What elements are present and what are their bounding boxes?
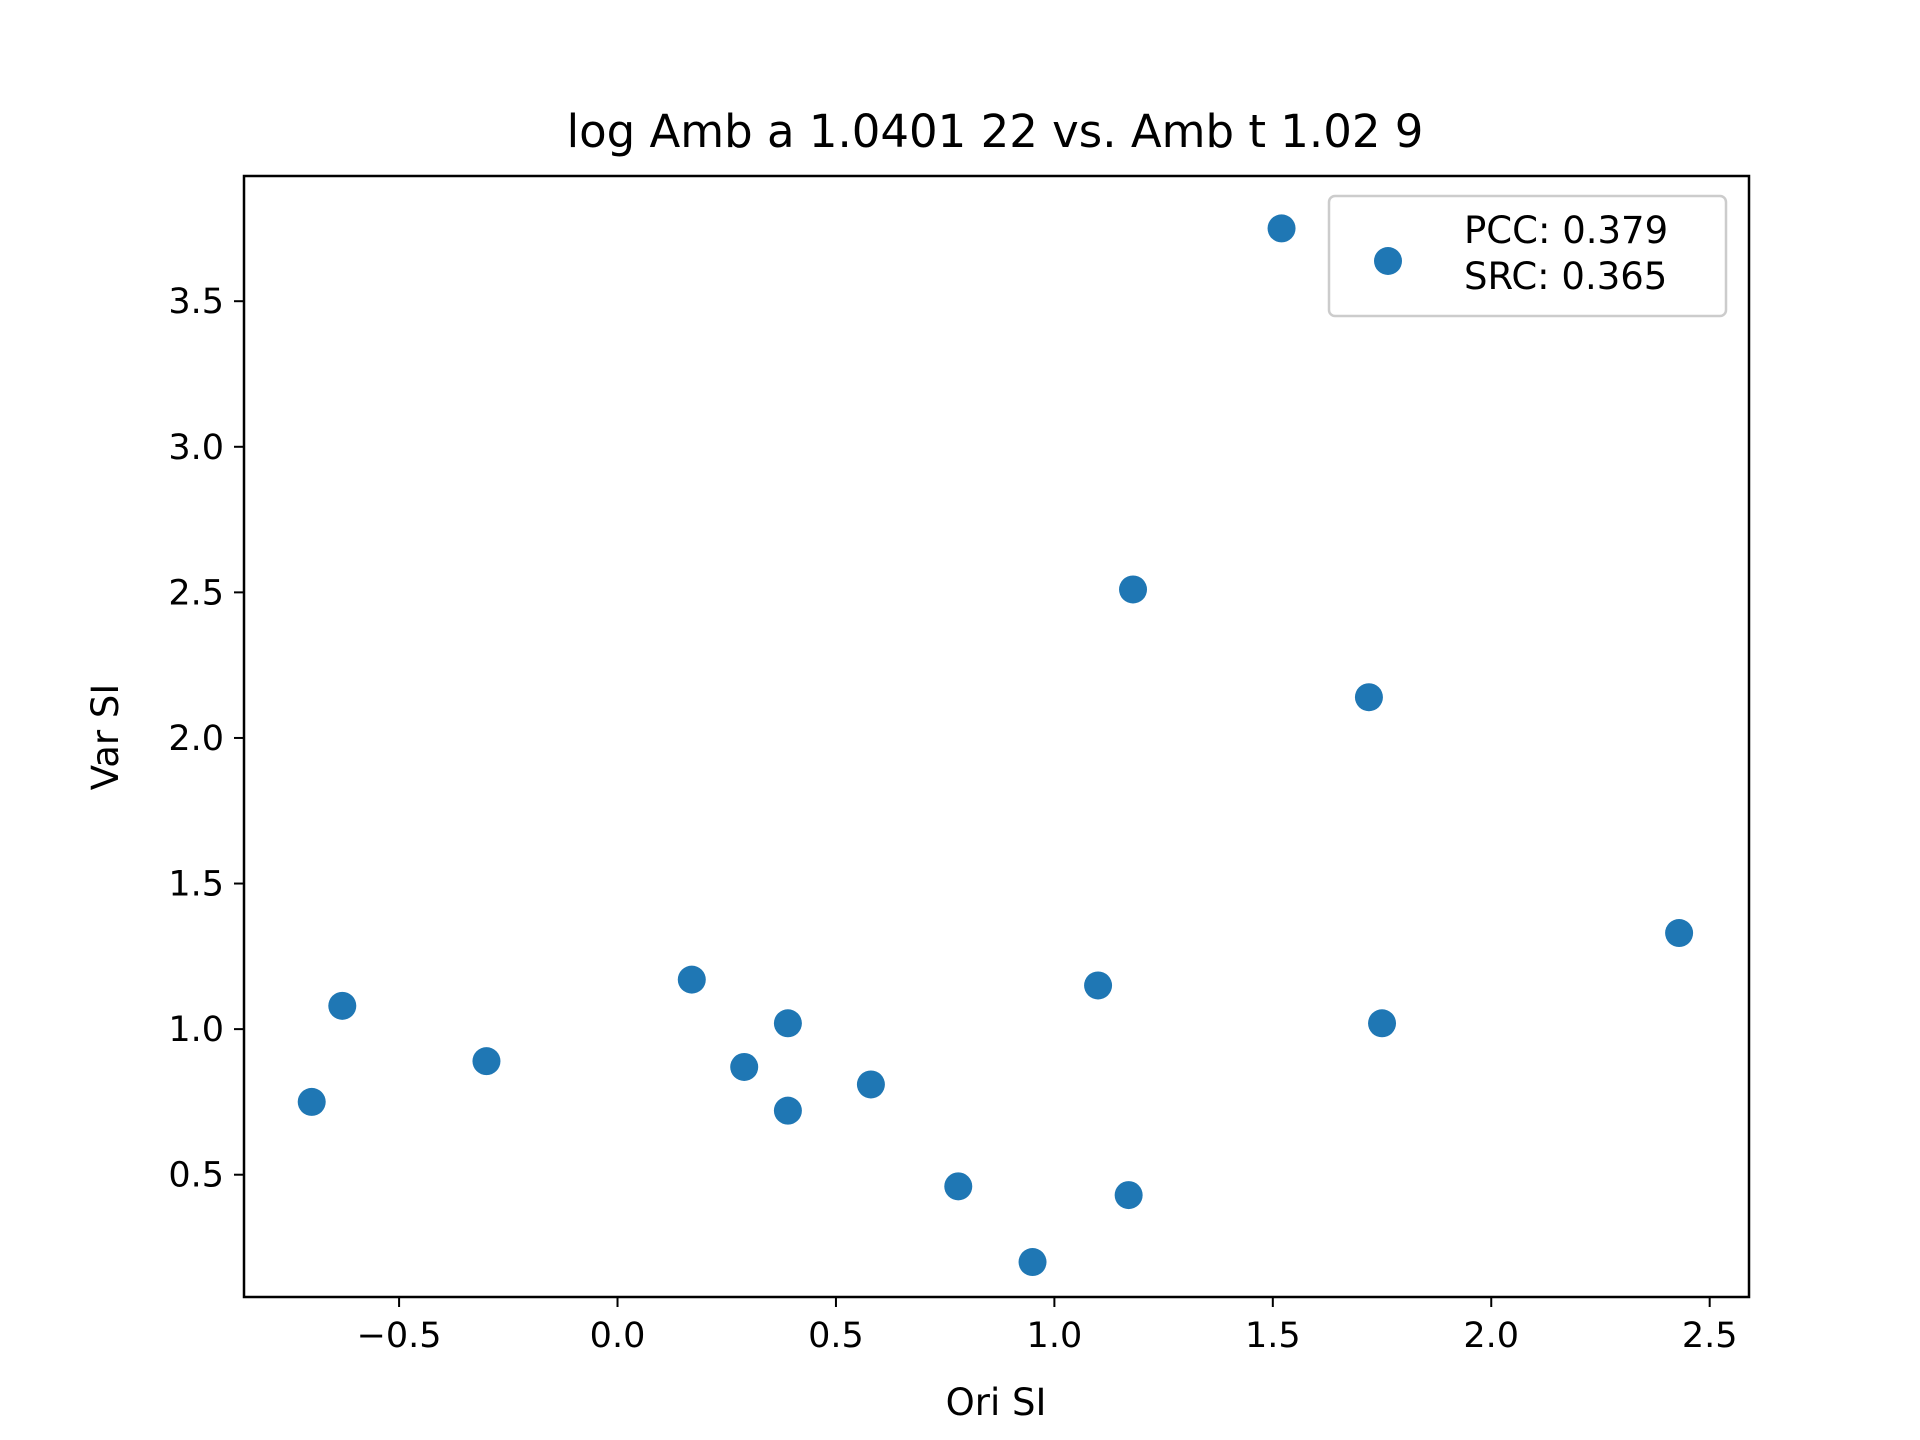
y-tick-label: 1.5 [168,865,224,905]
x-tick-label: 2.5 [1682,1316,1738,1356]
scatter-point [1368,1009,1397,1038]
y-tick-label: 2.0 [168,719,224,759]
x-tick-label: 2.0 [1463,1316,1519,1356]
scatter-point [328,991,357,1020]
x-tick-label: 0.5 [808,1316,864,1356]
y-tick-label: 1.0 [168,1010,224,1050]
axis-ticks: −0.5 0.0 0.5 1.0 1.5 2.0 2.5 0.5 1.0 1.5 2.0 2.5 3.0… [168,282,1737,1356]
x-tick-label: −0.5 [357,1316,442,1356]
legend-label-src: SRC: 0.365 [1464,255,1667,298]
scatter-point [1354,683,1383,712]
scatter-point [1084,971,1113,1000]
scatter-point [472,1047,501,1076]
scatter-point [297,1087,326,1116]
scatter-point [944,1172,973,1201]
scatter-point [1114,1181,1143,1210]
scatter-point [773,1009,802,1038]
scatter-point [1119,575,1148,604]
scatter-point [856,1070,885,1099]
y-tick-label: 2.5 [168,573,224,613]
scatter-point [1018,1248,1047,1277]
legend-marker [1374,247,1402,275]
scatter-point [773,1096,802,1125]
y-tick-label: 3.5 [168,282,224,322]
scatter-point [1267,214,1296,243]
legend: PCC: 0.379 SRC: 0.365 [1327,194,1728,318]
scatter-point [1665,919,1694,948]
scatter-point [677,965,706,994]
legend-label-pcc: PCC: 0.379 [1464,209,1668,252]
x-tick-label: 0.0 [590,1316,646,1356]
y-tick-label: 0.5 [168,1156,224,1196]
y-tick-label: 3.0 [168,428,224,468]
plot-area-frame [242,174,1751,1299]
chart-title: log Amb a 1.0401 22 vs. Amb t 1.02 9 [567,105,1424,158]
y-axis-label: Var SI [84,684,127,790]
scatter-point [730,1052,759,1081]
legend-box [1327,194,1728,318]
data-points [297,214,1694,1277]
x-tick-label: 1.0 [1027,1316,1083,1356]
x-axis-label: Ori SI [946,1381,1047,1424]
x-tick-label: 1.5 [1245,1316,1301,1356]
